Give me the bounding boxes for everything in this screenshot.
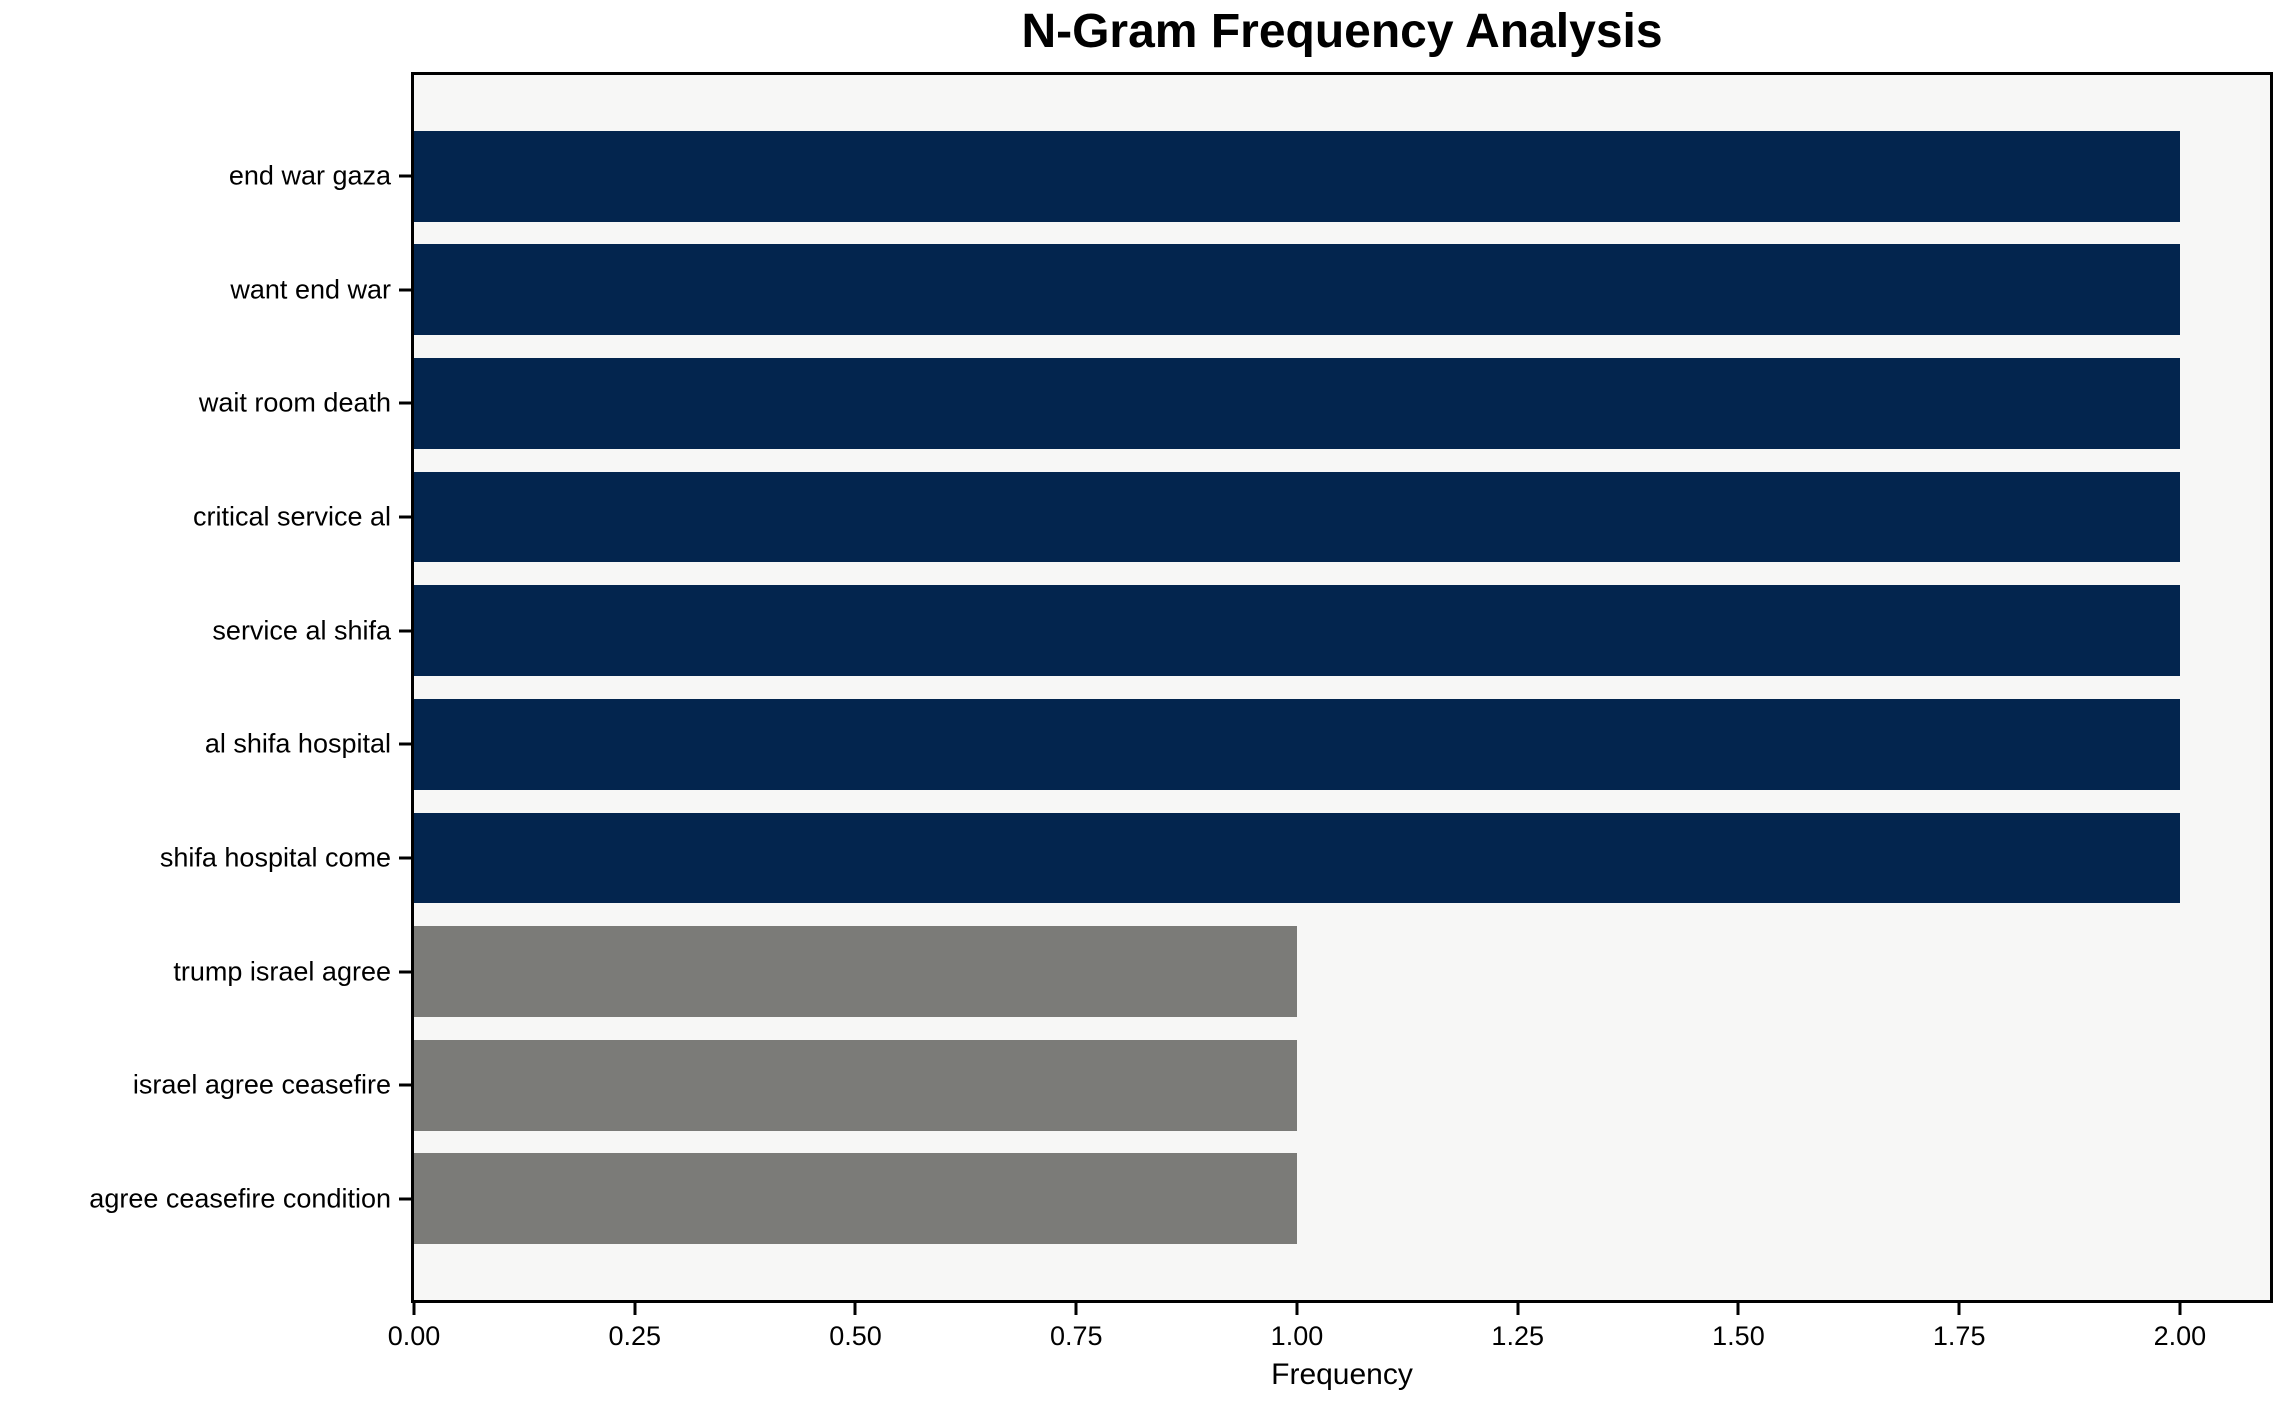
x-tick-label: 0.00 bbox=[387, 1321, 441, 1351]
bar-critical-service-al bbox=[414, 471, 2180, 563]
y-tick-label: want end war bbox=[230, 274, 391, 305]
x-axis-label: Frequency bbox=[1271, 1358, 1413, 1391]
plot-area bbox=[411, 72, 2273, 1303]
y-tick-mark bbox=[399, 629, 411, 633]
x-tick-label: 0.50 bbox=[829, 1321, 882, 1351]
x-tick-label: 0.25 bbox=[608, 1321, 662, 1351]
x-tick-label: 1.25 bbox=[1491, 1321, 1544, 1351]
y-tick-label: wait room death bbox=[198, 387, 391, 418]
y-tick-label: critical service al bbox=[192, 501, 391, 532]
bar-service-al-shifa bbox=[414, 585, 2180, 677]
bar-israel-agree-ceasefire bbox=[414, 1039, 1297, 1131]
y-tick-mark bbox=[399, 742, 411, 746]
bar-agree-ceasefire-condition bbox=[414, 1153, 1297, 1245]
y-tick-mark bbox=[399, 856, 411, 860]
x-tick-mark bbox=[1074, 1303, 1078, 1315]
y-tick-mark bbox=[399, 970, 411, 974]
x-tick-mark bbox=[1295, 1303, 1299, 1315]
x-tick-label: 0.75 bbox=[1049, 1321, 1103, 1351]
y-tick-label: shifa hospital come bbox=[159, 842, 391, 873]
x-tick-label: 1.75 bbox=[1932, 1321, 1986, 1351]
x-tick-mark bbox=[1516, 1303, 1520, 1315]
x-tick-mark bbox=[633, 1303, 637, 1315]
y-tick-mark bbox=[399, 515, 411, 519]
y-tick-label: trump israel agree bbox=[173, 956, 391, 987]
bar-want-end-war bbox=[414, 244, 2180, 336]
x-tick-mark bbox=[412, 1303, 416, 1315]
bar-trump-israel-agree bbox=[414, 926, 1297, 1018]
x-tick-mark bbox=[1736, 1303, 1740, 1315]
y-tick-mark bbox=[399, 174, 411, 178]
x-tick-label: 1.00 bbox=[1270, 1321, 1324, 1351]
bar-wait-room-death bbox=[414, 357, 2180, 449]
y-tick-mark bbox=[399, 288, 411, 292]
y-tick-label: service al shifa bbox=[212, 615, 391, 646]
bar-al-shifa-hospital bbox=[414, 698, 2180, 790]
y-tick-mark bbox=[399, 1083, 411, 1087]
chart-title: N-Gram Frequency Analysis bbox=[1021, 5, 1663, 58]
x-tick-mark bbox=[1957, 1303, 1961, 1315]
x-tick-mark bbox=[853, 1303, 857, 1315]
x-tick-mark bbox=[2178, 1303, 2182, 1315]
bar-end-war-gaza bbox=[414, 130, 2180, 222]
x-tick-label: 1.50 bbox=[1712, 1321, 1765, 1351]
y-tick-label: al shifa hospital bbox=[204, 728, 391, 759]
y-tick-mark bbox=[399, 1197, 411, 1201]
y-tick-label: end war gaza bbox=[228, 160, 391, 191]
y-tick-label: israel agree ceasefire bbox=[132, 1069, 391, 1100]
x-tick-label: 2.00 bbox=[2153, 1321, 2207, 1351]
y-tick-mark bbox=[399, 401, 411, 405]
y-tick-label: agree ceasefire condition bbox=[89, 1183, 391, 1214]
bar-shifa-hospital-come bbox=[414, 812, 2180, 904]
